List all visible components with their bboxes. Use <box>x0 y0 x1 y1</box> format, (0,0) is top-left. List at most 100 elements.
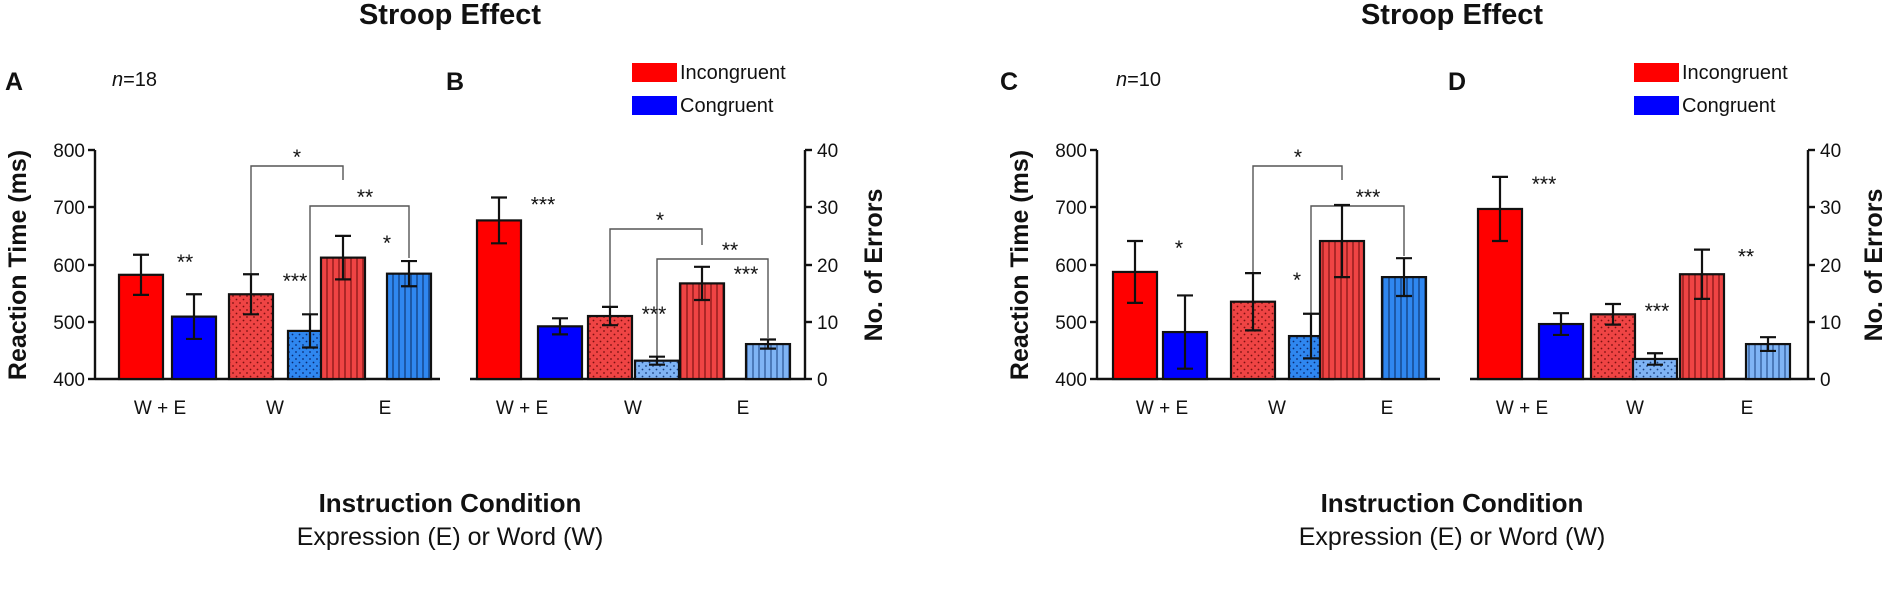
y-tick-label: 20 <box>1820 256 1841 277</box>
bracket-b-incongruent: * <box>609 209 703 328</box>
y-tick-label: 30 <box>1820 198 1841 219</box>
error-bar <box>133 253 149 296</box>
error-bar <box>552 317 568 336</box>
n-label-c: n=10 <box>1116 69 1161 91</box>
bracket-star: * <box>293 146 301 169</box>
y-axis-title-d: No. of Errors <box>1860 189 1888 342</box>
x-tick-label: E <box>1381 398 1394 419</box>
y-axis-title-a: Reaction Time (ms) <box>4 150 32 380</box>
significance-label: *** <box>734 263 759 286</box>
error-bar <box>186 293 202 341</box>
x-tick-label: W <box>1268 398 1286 419</box>
panel-letter-b: B <box>446 68 464 96</box>
n-label-a: n=18 <box>112 69 157 91</box>
error-bar <box>1492 175 1508 243</box>
bar-congruent <box>744 342 792 381</box>
legend-label-congruent: Congruent <box>680 95 774 117</box>
legend-label-incongruent: Incongruent <box>1682 62 1788 84</box>
panel-letter-a: A <box>5 68 23 96</box>
bracket-star: ** <box>722 239 738 262</box>
y-tick-label: 800 <box>1055 141 1087 162</box>
bracket-line <box>609 228 703 328</box>
legend-swatch-congruent <box>632 96 677 115</box>
significance-label: * <box>1175 237 1183 260</box>
figure-right: Stroop Effect C n=10 D Incongruent Congr… <box>1000 0 1888 551</box>
n-value: =10 <box>1127 69 1161 91</box>
bars-panel-a: ****** <box>117 232 433 381</box>
error-bar <box>1694 248 1710 300</box>
n-value: =18 <box>123 69 157 91</box>
bracket-star: ** <box>357 186 373 209</box>
error-bar <box>243 273 259 316</box>
panel-letter-d: D <box>1448 68 1466 96</box>
n-variable: n <box>112 69 123 91</box>
y-tick-label: 40 <box>817 141 838 162</box>
x-axis-subtitle: Expression (E) or Word (W) <box>297 523 604 551</box>
y-tick-label: 600 <box>1055 256 1087 277</box>
legend-swatch-congruent <box>1634 96 1679 115</box>
y-tick-label: 400 <box>53 370 85 391</box>
y-tick-label: 20 <box>817 256 838 277</box>
bracket-star: * <box>1294 146 1302 169</box>
legend-label-congruent: Congruent <box>1682 95 1776 117</box>
significance-label: ** <box>177 251 193 274</box>
figure-title-left: Stroop Effect <box>359 0 541 31</box>
bracket-star: *** <box>1356 186 1381 209</box>
error-bar <box>1553 312 1569 337</box>
y-ticks-d: 0 10 20 30 40 <box>1808 141 1841 391</box>
significance-label: ** <box>1738 246 1754 269</box>
bars-panel-c: ** <box>1111 203 1428 381</box>
y-tick-label: 600 <box>53 256 85 277</box>
legend-swatch-incongruent <box>1634 63 1679 82</box>
bracket-line <box>656 258 769 358</box>
bracket-c-incongruent: * <box>1252 146 1343 320</box>
x-tick-label: E <box>379 398 392 419</box>
x-tick-label: E <box>737 398 750 419</box>
error-bar <box>1334 203 1350 279</box>
error-bar <box>1760 336 1776 353</box>
error-bar <box>335 234 351 281</box>
y-ticks-b: 0 10 20 30 40 <box>805 141 838 391</box>
y-ticks-a: 400 500 600 700 800 <box>53 141 95 391</box>
error-bar <box>491 196 507 245</box>
y-tick-label: 800 <box>53 141 85 162</box>
error-bar <box>1647 352 1663 366</box>
significance-label: *** <box>1532 173 1557 196</box>
figure-title-right: Stroop Effect <box>1361 0 1543 31</box>
y-axis-title-b: No. of Errors <box>860 189 888 342</box>
bracket-line <box>309 205 410 342</box>
y-tick-label: 700 <box>1055 198 1087 219</box>
error-bar <box>1605 302 1621 326</box>
significance-label: *** <box>642 303 667 326</box>
bars-panel-b: ********* <box>475 194 792 381</box>
error-bar <box>694 265 710 302</box>
significance-label: *** <box>1645 300 1670 323</box>
y-tick-label: 500 <box>1055 313 1087 334</box>
bracket-line <box>250 165 344 300</box>
error-bar <box>1245 271 1261 332</box>
x-tick-label: W <box>266 398 284 419</box>
bar-congruent <box>385 272 433 381</box>
x-tick-label: W + E <box>134 398 186 419</box>
error-bar <box>1127 239 1143 304</box>
y-axis-title-c: Reaction Time (ms) <box>1006 150 1034 380</box>
n-variable: n <box>1116 69 1127 91</box>
y-tick-label: 0 <box>1820 370 1831 391</box>
x-tick-label: W <box>624 398 642 419</box>
y-tick-label: 30 <box>817 198 838 219</box>
error-bar <box>1396 257 1412 298</box>
panel-letter-c: C <box>1000 68 1018 96</box>
x-axis-subtitle: Expression (E) or Word (W) <box>1299 523 1606 551</box>
bracket-star: * <box>656 209 664 232</box>
error-bar <box>1303 312 1319 360</box>
significance-label: *** <box>283 270 308 293</box>
y-ticks-c: 400 500 600 700 800 <box>1055 141 1097 391</box>
bracket-a-incongruent: * <box>250 146 344 300</box>
error-bar <box>401 259 417 288</box>
legend-swatch-incongruent <box>632 63 677 82</box>
significance-label: * <box>383 232 391 255</box>
bars-panel-d: ******** <box>1476 173 1792 381</box>
y-tick-label: 10 <box>817 313 838 334</box>
error-bar <box>649 355 665 366</box>
